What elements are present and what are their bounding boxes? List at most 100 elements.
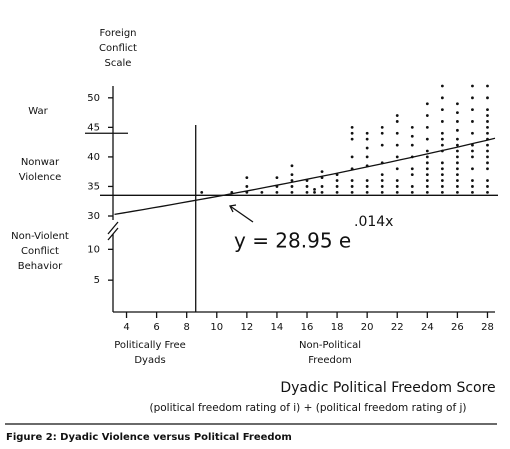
- point: [410, 190, 414, 194]
- point: [440, 167, 444, 171]
- x-tick-label: 16: [301, 322, 314, 333]
- point: [456, 120, 459, 123]
- point: [290, 185, 294, 188]
- fit-curve: [114, 137, 496, 216]
- point: [486, 84, 489, 88]
- point: [410, 155, 414, 159]
- point: [350, 179, 354, 182]
- point: [440, 137, 444, 141]
- point: [410, 167, 414, 171]
- fit-arrow: [229, 205, 254, 223]
- region-label: Freedom: [308, 355, 351, 366]
- point: [320, 185, 324, 188]
- point: [486, 131, 489, 135]
- point: [395, 143, 399, 147]
- point: [486, 161, 489, 165]
- point: [350, 190, 354, 194]
- region-label: Conflict: [21, 246, 59, 257]
- point: [486, 149, 489, 153]
- point: [410, 125, 414, 129]
- y-tick-label: 10: [87, 244, 100, 255]
- point: [380, 143, 384, 147]
- point: [440, 131, 444, 135]
- point: [456, 111, 459, 114]
- point: [471, 185, 474, 188]
- point: [440, 185, 444, 188]
- point: [425, 102, 429, 106]
- point: [425, 114, 429, 117]
- point: [456, 179, 459, 182]
- point: [335, 173, 339, 177]
- point: [395, 185, 399, 188]
- point: [440, 108, 444, 112]
- y-axis-title: Foreign: [99, 28, 136, 39]
- y-tick-label: 50: [87, 93, 100, 104]
- point: [365, 137, 369, 141]
- point: [440, 173, 444, 177]
- point: [365, 131, 369, 135]
- point: [380, 125, 384, 129]
- point: [471, 155, 474, 159]
- x-tick-label: 10: [210, 322, 223, 333]
- point: [275, 190, 279, 194]
- y-tick-label: 45: [87, 122, 100, 133]
- point: [350, 137, 354, 141]
- region-label: Politically Free: [114, 340, 186, 351]
- point: [350, 125, 354, 129]
- point: [350, 185, 354, 188]
- point: [456, 143, 459, 147]
- point: [425, 161, 429, 165]
- x-tick-label: 18: [331, 322, 344, 333]
- point: [245, 185, 249, 188]
- point: [260, 190, 264, 194]
- x-tick-label: 8: [184, 322, 190, 333]
- point: [365, 179, 369, 182]
- point: [320, 170, 324, 174]
- point: [440, 84, 444, 88]
- point: [471, 108, 474, 112]
- point: [440, 179, 444, 182]
- x-axis-subtitle: (political freedom rating of i) + (polit…: [149, 402, 466, 414]
- point: [486, 120, 489, 123]
- region-label: Non-Political: [299, 340, 361, 351]
- y-tick-label: 35: [87, 181, 100, 192]
- fit-exponent: .014x: [354, 214, 393, 230]
- point: [313, 188, 316, 191]
- point: [350, 155, 354, 159]
- point: [380, 161, 384, 165]
- point: [365, 164, 369, 168]
- point: [456, 185, 459, 188]
- point: [410, 134, 414, 138]
- region-label: War: [28, 106, 48, 117]
- point: [365, 155, 369, 159]
- point: [320, 176, 324, 179]
- point: [380, 179, 384, 182]
- region-label: Behavior: [18, 261, 63, 272]
- region-label: Violence: [19, 172, 61, 183]
- point: [425, 149, 429, 153]
- point: [456, 161, 459, 165]
- point: [486, 137, 489, 141]
- point: [456, 128, 459, 132]
- point: [395, 120, 399, 123]
- x-tick-label: 24: [421, 322, 434, 333]
- y-tick-label: 5: [94, 275, 100, 286]
- x-tick-label: 4: [123, 322, 129, 333]
- point: [440, 161, 444, 165]
- point: [486, 185, 489, 188]
- y-axis-title: Conflict: [99, 43, 137, 54]
- point: [471, 96, 474, 100]
- y-axis-title: Scale: [105, 58, 132, 69]
- point: [335, 190, 339, 194]
- point: [425, 137, 429, 141]
- point: [440, 190, 444, 194]
- point: [395, 179, 399, 182]
- point: [471, 120, 474, 123]
- point: [440, 96, 444, 100]
- point: [456, 173, 459, 177]
- point: [290, 173, 294, 177]
- x-tick-label: 6: [153, 322, 159, 333]
- point: [245, 176, 249, 179]
